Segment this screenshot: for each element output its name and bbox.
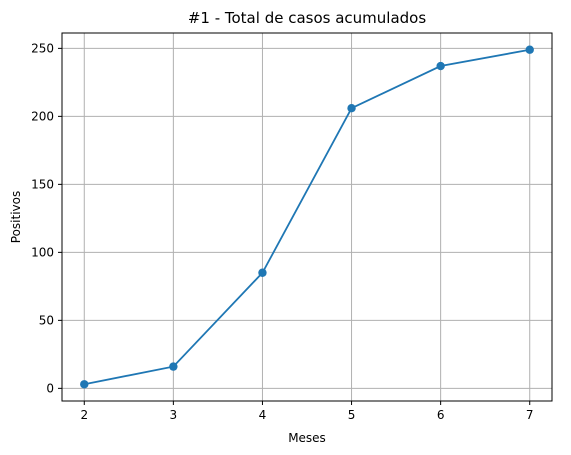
ticks: 2 3 4 5 6 7 0 50 100 150 200 250 <box>31 41 533 422</box>
plot-frame <box>61 32 553 402</box>
x-tick-label: 3 <box>170 408 178 422</box>
x-tick-label: 5 <box>348 408 356 422</box>
x-tick-label: 6 <box>437 408 445 422</box>
x-tick-label: 2 <box>80 408 88 422</box>
x-tick-label: 7 <box>526 408 534 422</box>
data-point <box>80 380 89 389</box>
data-point <box>525 45 534 54</box>
y-axis-label: Positivos <box>9 191 23 243</box>
x-axis-label: Meses <box>288 431 326 445</box>
data-point <box>436 61 445 71</box>
y-tick-label: 250 <box>31 41 54 55</box>
y-tick-label: 0 <box>46 381 54 395</box>
y-tick-label: 150 <box>31 177 54 191</box>
y-tick-label: 200 <box>31 109 54 123</box>
y-tick-label: 100 <box>31 245 54 259</box>
chart-title: #1 - Total de casos acumulados <box>188 9 427 27</box>
grid <box>62 33 552 401</box>
data-point <box>169 362 178 371</box>
data-point <box>258 268 267 277</box>
series-group <box>80 45 534 389</box>
y-tick-label: 50 <box>39 313 54 327</box>
x-tick-label: 4 <box>259 408 267 422</box>
data-point <box>347 104 356 113</box>
series-line <box>84 48 530 386</box>
